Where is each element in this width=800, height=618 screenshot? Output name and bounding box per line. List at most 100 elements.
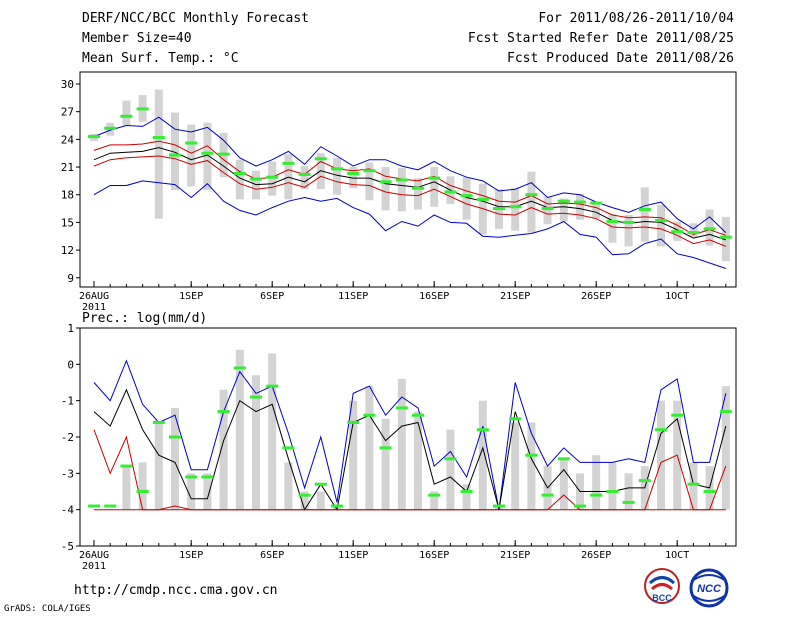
ensemble-box bbox=[527, 171, 536, 233]
y-tick-label: 0 bbox=[67, 358, 74, 371]
median-marker bbox=[233, 172, 246, 176]
ensemble-box bbox=[657, 204, 665, 247]
ensemble-box bbox=[122, 466, 131, 510]
ensemble-box bbox=[284, 462, 293, 510]
forecast-start-date: Fcst Started Refer Date 2011/08/25 bbox=[467, 31, 734, 46]
x-tick-label: 6SEP bbox=[260, 291, 284, 302]
median-marker bbox=[509, 417, 522, 421]
median-marker bbox=[314, 157, 327, 161]
ensemble-box bbox=[640, 187, 649, 242]
x-tick-label: 26SEP bbox=[581, 291, 611, 302]
median-marker bbox=[622, 220, 635, 224]
median-marker bbox=[719, 235, 732, 239]
x-tick-label: 1SEP bbox=[179, 550, 203, 561]
median-marker bbox=[314, 482, 327, 486]
median-marker bbox=[331, 504, 343, 508]
median-marker bbox=[347, 420, 360, 424]
ensemble-box bbox=[203, 122, 212, 191]
median-marker bbox=[152, 420, 165, 424]
ensemble-box bbox=[592, 203, 601, 219]
ensemble-box bbox=[235, 159, 244, 200]
y-tick-label: 27 bbox=[61, 106, 74, 119]
median-marker bbox=[88, 135, 100, 139]
median-marker bbox=[671, 413, 684, 417]
ensemble-box bbox=[414, 411, 422, 510]
ensemble-box bbox=[576, 193, 584, 220]
forecast-period: For 2011/08/26-2011/10/04 bbox=[538, 11, 734, 26]
median-marker bbox=[703, 227, 716, 231]
ensemble-box bbox=[300, 166, 309, 190]
median-marker bbox=[347, 172, 360, 176]
median-marker bbox=[250, 177, 262, 181]
median-marker bbox=[460, 490, 473, 493]
ensemble-box bbox=[543, 196, 552, 225]
x-tick-label: 16SEP bbox=[419, 291, 449, 302]
median-marker bbox=[363, 413, 376, 417]
median-marker bbox=[655, 219, 667, 223]
ensemble-box bbox=[381, 167, 390, 211]
ensemble-box bbox=[268, 353, 277, 510]
ensemble-box bbox=[721, 386, 730, 510]
y-tick-label: 1 bbox=[67, 322, 74, 335]
member-size: Member Size=40 bbox=[82, 31, 192, 46]
ensemble-box bbox=[478, 400, 487, 510]
median-marker bbox=[493, 504, 505, 508]
median-marker bbox=[379, 180, 392, 184]
x-tick-label: 1OCT bbox=[665, 550, 689, 561]
median-marker bbox=[428, 176, 441, 180]
median-marker bbox=[476, 428, 489, 432]
median-marker bbox=[525, 193, 538, 197]
ensemble-box bbox=[527, 422, 536, 510]
ensemble-box bbox=[365, 386, 374, 510]
ensemble-box bbox=[365, 162, 374, 201]
median-marker bbox=[606, 219, 619, 223]
x-tick-label: 1OCT bbox=[665, 291, 689, 302]
ensemble-box bbox=[462, 177, 471, 220]
median-marker bbox=[574, 504, 586, 508]
median-marker bbox=[379, 446, 392, 450]
ensemble-box bbox=[171, 112, 179, 191]
ensemble-box bbox=[316, 491, 325, 510]
median-marker bbox=[525, 453, 538, 457]
median-marker bbox=[201, 151, 214, 155]
ensemble-box bbox=[187, 124, 196, 187]
ensemble-box bbox=[608, 214, 617, 243]
median-marker bbox=[395, 406, 408, 410]
ensemble-box bbox=[559, 458, 568, 510]
y-tick-label: -5 bbox=[61, 540, 74, 553]
median-marker bbox=[541, 207, 554, 211]
median-marker bbox=[622, 500, 635, 504]
series-max bbox=[93, 359, 727, 510]
median-marker bbox=[136, 490, 149, 493]
x-tick-label: 26SEP bbox=[581, 550, 611, 561]
x-tick-label: 26AUG bbox=[79, 550, 109, 561]
median-marker bbox=[590, 201, 603, 205]
ensemble-box bbox=[122, 100, 131, 126]
median-marker bbox=[687, 482, 700, 486]
header-right: For 2011/08/26-2011/10/04 Fcst Started R… bbox=[468, 11, 734, 71]
x-tick-label: 21SEP bbox=[500, 550, 530, 561]
median-marker bbox=[493, 207, 505, 211]
median-marker bbox=[152, 136, 165, 140]
ensemble-box bbox=[511, 422, 520, 510]
y-tick-label: -3 bbox=[61, 467, 74, 480]
ncc-logo: NCC bbox=[689, 568, 729, 608]
median-marker bbox=[638, 207, 651, 211]
ensemble-box bbox=[624, 215, 633, 247]
series-mean bbox=[93, 388, 727, 512]
x-tick-label: 16SEP bbox=[419, 550, 449, 561]
median-marker bbox=[444, 457, 457, 461]
ensemble-box bbox=[689, 462, 698, 510]
ensemble-box bbox=[721, 216, 730, 262]
y-tick-label: 12 bbox=[61, 244, 74, 257]
bcc-logo-text: BCC bbox=[652, 593, 672, 603]
ensemble-box bbox=[154, 422, 163, 510]
median-marker bbox=[331, 167, 343, 171]
ensemble-box bbox=[397, 378, 406, 510]
ensemble-box bbox=[430, 167, 439, 207]
ensemble-box bbox=[559, 198, 568, 222]
source-url[interactable]: http://cmdp.ncc.cma.gov.cn bbox=[74, 583, 278, 598]
ensemble-box bbox=[689, 223, 698, 238]
